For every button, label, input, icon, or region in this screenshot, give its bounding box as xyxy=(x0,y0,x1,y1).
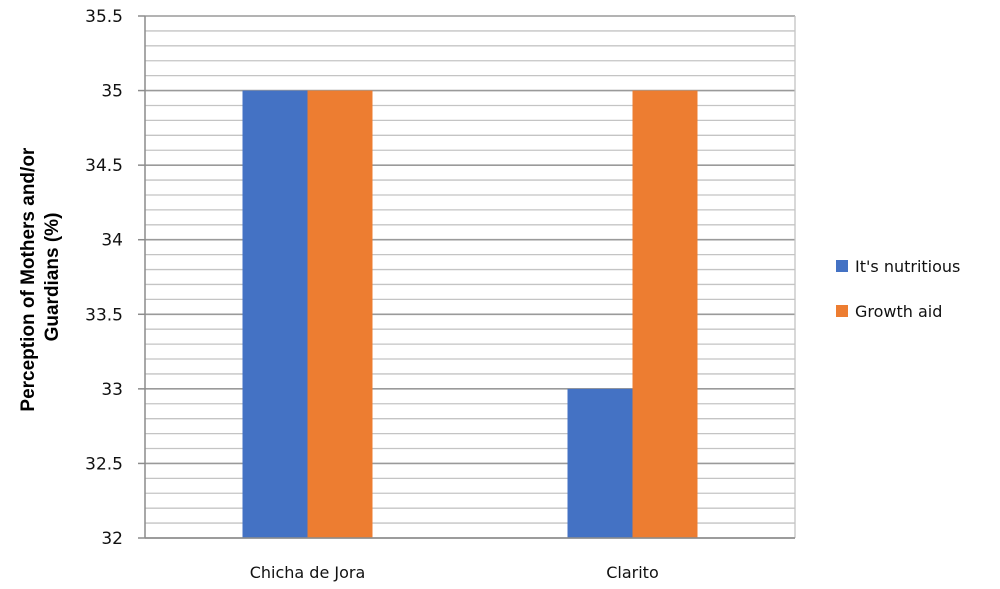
bar-growth-aid-0 xyxy=(307,90,373,539)
y-tick-label: 35 xyxy=(101,82,123,102)
y-axis-label: Perception of Mothers and/or Guardians (… xyxy=(18,142,63,411)
y-tick-label: 33 xyxy=(101,380,123,400)
x-tick-label: Chicha de Jora xyxy=(250,563,366,582)
legend-label: It's nutritious xyxy=(855,257,960,276)
bar-growth-aid-1 xyxy=(632,90,698,539)
legend-label: Growth aid xyxy=(855,302,942,321)
legend: It's nutritious Growth aid xyxy=(836,257,960,321)
y-tick-label: 32.5 xyxy=(85,454,123,474)
x-tick-label: Clarito xyxy=(606,563,659,582)
y-tick-label: 35.5 xyxy=(85,7,123,27)
y-tick-label: 33.5 xyxy=(85,305,123,325)
y-tick-label: 32 xyxy=(101,529,123,549)
bars xyxy=(242,90,698,539)
legend-swatch xyxy=(836,305,848,317)
legend-swatch xyxy=(836,260,848,272)
y-axis-label-line-1: Perception of Mothers and/or xyxy=(18,147,39,412)
y-tick-label: 34.5 xyxy=(85,156,123,176)
y-tick-label: 34 xyxy=(101,231,123,251)
bar-nutritious-1 xyxy=(567,388,633,538)
y-axis-label-line-2: Guardians (%) xyxy=(42,213,63,342)
axes: 32 32.5 33 33.5 34 34.5 35 35.5 Chicha de Jora Cl… xyxy=(85,7,795,582)
bar-nutritious-0 xyxy=(242,90,308,539)
